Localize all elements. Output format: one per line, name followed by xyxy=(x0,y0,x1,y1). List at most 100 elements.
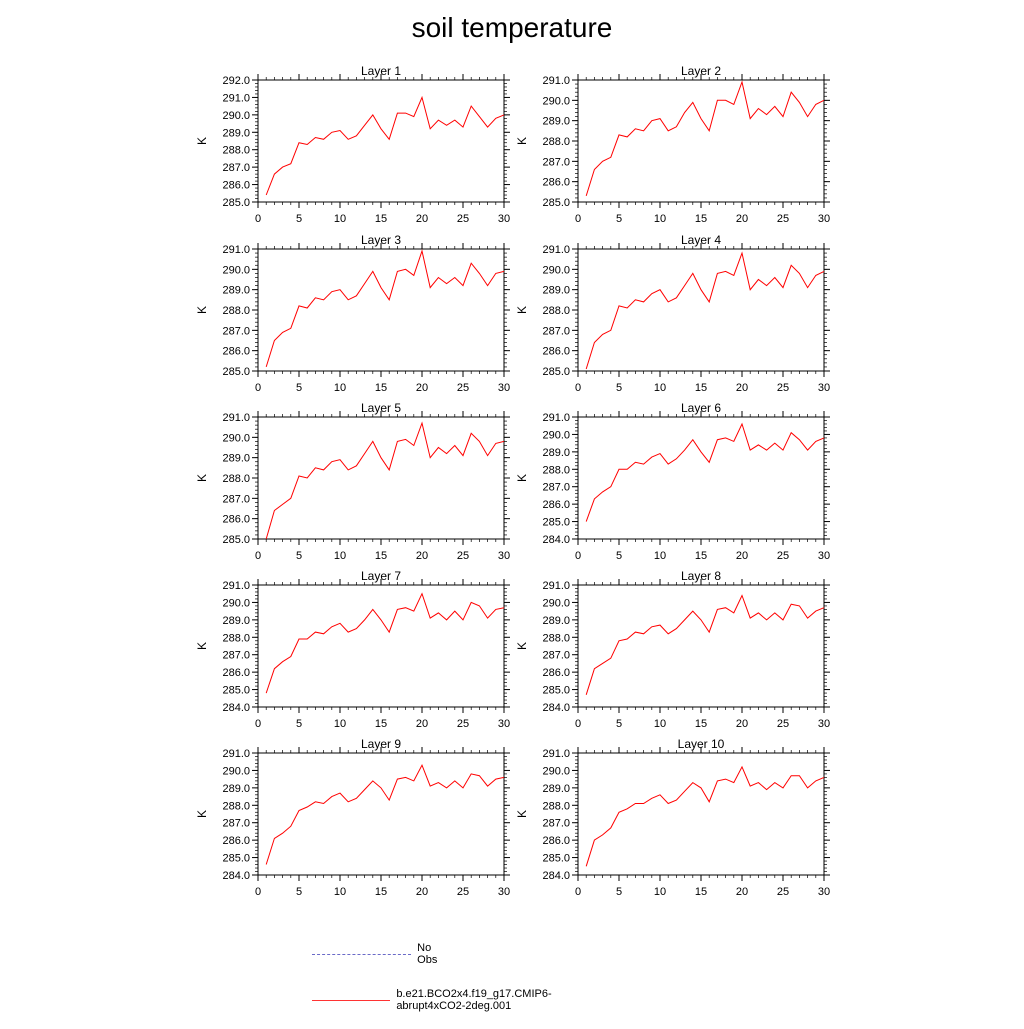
y-tick-label: 285.0 xyxy=(222,197,250,209)
x-tick-label: 15 xyxy=(375,382,387,394)
y-tick-label: 286.0 xyxy=(542,667,570,679)
plot-frame xyxy=(577,752,825,876)
x-tick-label: 15 xyxy=(695,886,707,898)
legend-line-dashed xyxy=(312,953,412,955)
x-tick-label: 15 xyxy=(375,213,387,225)
x-tick-label: 5 xyxy=(616,550,622,562)
y-tick-label: 285.0 xyxy=(542,685,570,697)
x-tick-label: 30 xyxy=(498,718,510,730)
y-tick-label: 291.0 xyxy=(542,580,570,592)
y-tick-label: 290.0 xyxy=(542,597,570,609)
y-tick-label: 284.0 xyxy=(542,534,570,546)
x-tick-label: 0 xyxy=(255,550,261,562)
y-tick-label: 290.0 xyxy=(542,264,570,276)
plot-frame xyxy=(577,584,825,708)
y-tick-label: 288.0 xyxy=(222,145,250,157)
x-tick-label: 5 xyxy=(616,213,622,225)
chart-panel-5: Layer 5 K 285.0 286.0 287.0 288.0 289.0 290.0 29… xyxy=(195,401,510,562)
y-tick-label: 285.0 xyxy=(222,366,250,378)
legend-label-model: b.e21.BCO2x4.f19_g17.CMIP6-abrupt4xCO2-2… xyxy=(396,988,552,1012)
y-tick-label: 288.0 xyxy=(542,305,570,317)
y-tick-label: 286.0 xyxy=(222,180,250,192)
y-tick-label: 287.0 xyxy=(542,650,570,662)
x-tick-label: 0 xyxy=(575,886,581,898)
x-tick-label: 10 xyxy=(334,550,346,562)
x-tick-label: 15 xyxy=(695,382,707,394)
y-tick-label: 290.0 xyxy=(222,765,250,777)
series-line xyxy=(265,249,505,368)
y-tick-label: 285.0 xyxy=(542,366,570,378)
y-axis-label: K xyxy=(195,137,209,145)
y-tick-label: 285.0 xyxy=(222,534,250,546)
x-tick-label: 25 xyxy=(457,550,469,562)
y-tick-label: 288.0 xyxy=(222,800,250,812)
x-tick-label: 5 xyxy=(616,718,622,730)
x-tick-label: 0 xyxy=(575,550,581,562)
x-tick-label: 0 xyxy=(575,718,581,730)
legend-entry-obs: No Obs xyxy=(312,942,450,966)
plot-frame xyxy=(257,752,505,876)
chart-title: Layer 7 xyxy=(361,569,401,583)
y-tick-label: 291.0 xyxy=(222,580,250,592)
x-tick-label: 0 xyxy=(575,213,581,225)
x-tick-label: 15 xyxy=(695,718,707,730)
y-tick-label: 288.0 xyxy=(542,136,570,148)
y-tick-label: 291.0 xyxy=(222,244,250,256)
y-tick-label: 287.0 xyxy=(222,493,250,505)
y-tick-label: 286.0 xyxy=(542,346,570,358)
y-tick-label: 289.0 xyxy=(222,783,250,795)
y-tick-label: 289.0 xyxy=(542,615,570,627)
y-tick-label: 289.0 xyxy=(222,453,250,465)
x-tick-label: 25 xyxy=(457,382,469,394)
x-tick-label: 25 xyxy=(777,886,789,898)
chart-title: Layer 2 xyxy=(681,64,721,78)
chart-panel-4: Layer 4 K 285.0 286.0 287.0 288.0 289.0 290.0 29… xyxy=(515,233,830,394)
y-tick-label: 286.0 xyxy=(542,177,570,189)
chart-panel-9: Layer 9 K 284.0 285.0 286.0 287.0 288.0 289.0 29… xyxy=(195,737,510,898)
x-tick-label: 30 xyxy=(818,382,830,394)
series-line xyxy=(585,80,825,197)
y-tick-label: 290.0 xyxy=(542,95,570,107)
y-axis-label: K xyxy=(515,474,529,482)
series-line xyxy=(265,95,505,196)
x-tick-label: 30 xyxy=(818,718,830,730)
y-tick-label: 286.0 xyxy=(222,835,250,847)
y-tick-label: 291.0 xyxy=(222,412,250,424)
y-tick-label: 285.0 xyxy=(542,517,570,529)
series-line xyxy=(265,763,505,865)
x-tick-label: 10 xyxy=(334,382,346,394)
y-tick-label: 291.0 xyxy=(222,748,250,760)
x-tick-label: 25 xyxy=(457,886,469,898)
y-tick-label: 287.0 xyxy=(542,818,570,830)
y-tick-label: 285.0 xyxy=(542,853,570,865)
y-tick-label: 289.0 xyxy=(222,615,250,627)
x-tick-label: 10 xyxy=(334,213,346,225)
y-tick-label: 289.0 xyxy=(222,127,250,139)
y-axis-label: K xyxy=(195,474,209,482)
chart-panel-2: Layer 2 K 285.0 286.0 287.0 288.0 289.0 290.0 29… xyxy=(515,64,830,225)
y-tick-label: 286.0 xyxy=(542,499,570,511)
plot-frame xyxy=(257,584,505,708)
y-tick-label: 287.0 xyxy=(542,156,570,168)
y-tick-label: 288.0 xyxy=(542,464,570,476)
y-tick-label: 287.0 xyxy=(222,650,250,662)
x-tick-label: 10 xyxy=(654,550,666,562)
y-tick-label: 289.0 xyxy=(222,285,250,297)
x-tick-label: 20 xyxy=(736,718,748,730)
y-tick-label: 291.0 xyxy=(542,412,570,424)
x-tick-label: 15 xyxy=(695,550,707,562)
y-tick-label: 285.0 xyxy=(222,685,250,697)
y-axis-label: K xyxy=(515,306,529,314)
plot-frame xyxy=(577,248,825,372)
x-tick-label: 20 xyxy=(416,550,428,562)
x-tick-label: 0 xyxy=(255,213,261,225)
x-tick-label: 0 xyxy=(255,886,261,898)
chart-panel-8: Layer 8 K 284.0 285.0 286.0 287.0 288.0 289.0 29… xyxy=(515,569,830,730)
chart-title: Layer 1 xyxy=(361,64,401,78)
chart-panel-6: Layer 6 K 284.0 285.0 286.0 287.0 288.0 289.0 29… xyxy=(515,401,830,562)
y-axis-label: K xyxy=(515,642,529,650)
chart-title: Layer 5 xyxy=(361,401,401,415)
y-tick-label: 288.0 xyxy=(222,305,250,317)
y-tick-label: 290.0 xyxy=(222,432,250,444)
